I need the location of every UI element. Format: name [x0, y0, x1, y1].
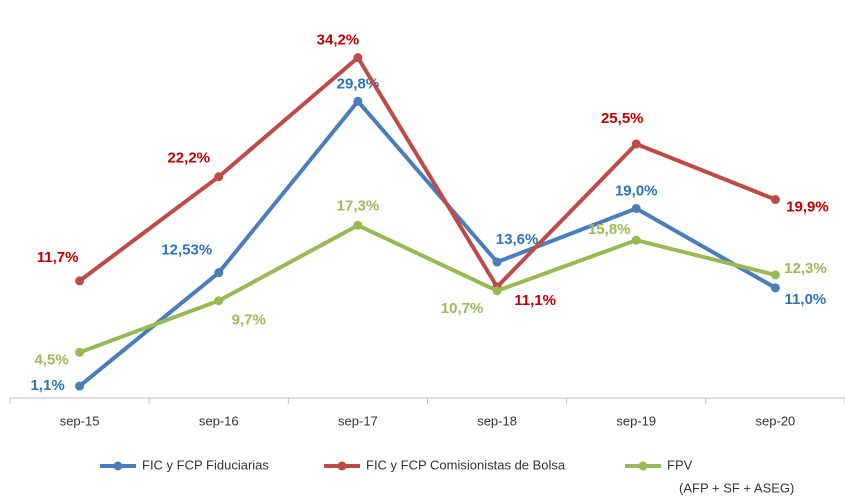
legend-label: FIC y FCP Comisionistas de Bolsa	[366, 457, 566, 472]
value-label: 9,7%	[232, 312, 266, 329]
point	[631, 139, 641, 149]
point	[770, 283, 780, 293]
legend-label: FIC y FCP Fiduciarias	[142, 457, 269, 472]
x-tick-label: sep-17	[338, 413, 378, 428]
point	[75, 276, 85, 286]
point	[75, 381, 85, 391]
point	[214, 296, 224, 306]
value-label: 4,5%	[34, 351, 68, 368]
value-label: 11,1%	[514, 292, 556, 309]
legend-marker	[113, 461, 123, 471]
x-tick-label: sep-15	[60, 413, 100, 428]
point	[353, 220, 363, 230]
value-label: 19,0%	[615, 182, 658, 199]
value-label: 13,6%	[496, 231, 539, 248]
series-line	[78, 223, 776, 355]
value-label: 15,8%	[588, 221, 631, 238]
point	[353, 53, 363, 63]
value-label: 10,7%	[441, 300, 484, 317]
value-label: 11,7%	[37, 249, 79, 266]
value-label: 25,5%	[601, 110, 644, 127]
point	[770, 270, 780, 280]
value-label: 34,2%	[317, 32, 360, 49]
value-label: 12,53%	[161, 242, 212, 259]
point	[214, 172, 224, 182]
point	[631, 203, 641, 213]
series-line	[78, 55, 777, 289]
point	[75, 347, 85, 357]
legend-marker	[337, 461, 347, 471]
point	[492, 257, 502, 267]
point	[214, 268, 224, 278]
value-label: 11,0%	[785, 291, 827, 308]
point	[492, 286, 502, 296]
value-label: 1,1%	[30, 377, 64, 394]
value-label: 19,9%	[786, 198, 829, 215]
value-label: 12,3%	[784, 260, 827, 277]
series-line	[78, 99, 777, 388]
x-tick-label: sep-19	[616, 413, 656, 428]
x-tick-label: sep-16	[199, 413, 239, 428]
legend-label: FPV	[667, 457, 693, 472]
legend-note: (AFP + SF + ASEG)	[679, 480, 794, 495]
value-label: 22,2%	[167, 150, 210, 167]
point	[631, 235, 641, 245]
x-tick-label: sep-20	[756, 413, 796, 428]
value-label: 17,3%	[337, 197, 380, 214]
value-label: 29,8%	[337, 75, 380, 92]
legend-marker	[638, 461, 648, 471]
point	[353, 96, 363, 106]
point	[770, 195, 780, 205]
x-tick-label: sep-18	[477, 413, 517, 428]
